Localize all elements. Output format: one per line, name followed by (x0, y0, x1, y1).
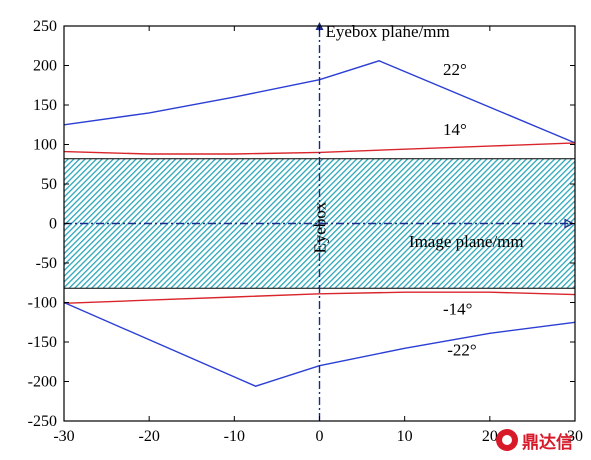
y-tick-label: 100 (33, 137, 57, 154)
series-annotations: 22° 14° -14° -22° (443, 60, 477, 359)
eyebox-plane-label: Eyebox plane/mm (326, 22, 450, 41)
series-annotation: -14° (443, 299, 472, 318)
y-tick-label: -250 (28, 413, 57, 430)
watermark-text: 鼎达信 (522, 432, 573, 453)
watermark: 鼎达信 (496, 424, 588, 456)
y-tick-label: 50 (41, 176, 57, 193)
x-tick-label: 0 (316, 428, 324, 445)
series-annotation: 22° (443, 60, 467, 79)
watermark-logo-icon (496, 429, 518, 451)
y-tick-label: 250 (33, 18, 57, 35)
x-tick-label: -30 (53, 428, 74, 445)
series-annotation: 14° (443, 120, 467, 139)
x-tick-label: 20 (482, 428, 498, 445)
x-tick-label: 10 (397, 428, 413, 445)
series-line-neg14deg (64, 291, 575, 304)
y-axis-ticks: 250 200 150 100 50 0 -50 -100 -150 -200 -250 (28, 18, 575, 430)
series-line-neg22deg (64, 301, 575, 387)
series-line-22deg (64, 60, 575, 144)
y-tick-label: -50 (36, 255, 57, 272)
y-tick-label: -100 (28, 295, 57, 312)
y-tick-label: 0 (49, 216, 57, 233)
series-annotation: -22° (447, 340, 476, 359)
y-tick-label: 200 (33, 58, 57, 75)
eyebox-band-label: Eyebox (311, 201, 330, 253)
image-plane-label: Image plane/mm (409, 232, 524, 251)
y-tick-label: -200 (28, 374, 57, 391)
x-axis-ticks: -30 -20 -10 0 10 20 30 (53, 26, 583, 445)
x-tick-label: 30 (567, 428, 583, 445)
x-tick-label: -20 (139, 428, 160, 445)
y-tick-label: 150 (33, 97, 57, 114)
x-tick-label: -10 (224, 428, 245, 445)
image-plane-arrow-icon (564, 218, 575, 229)
y-tick-label: -150 (28, 334, 57, 351)
